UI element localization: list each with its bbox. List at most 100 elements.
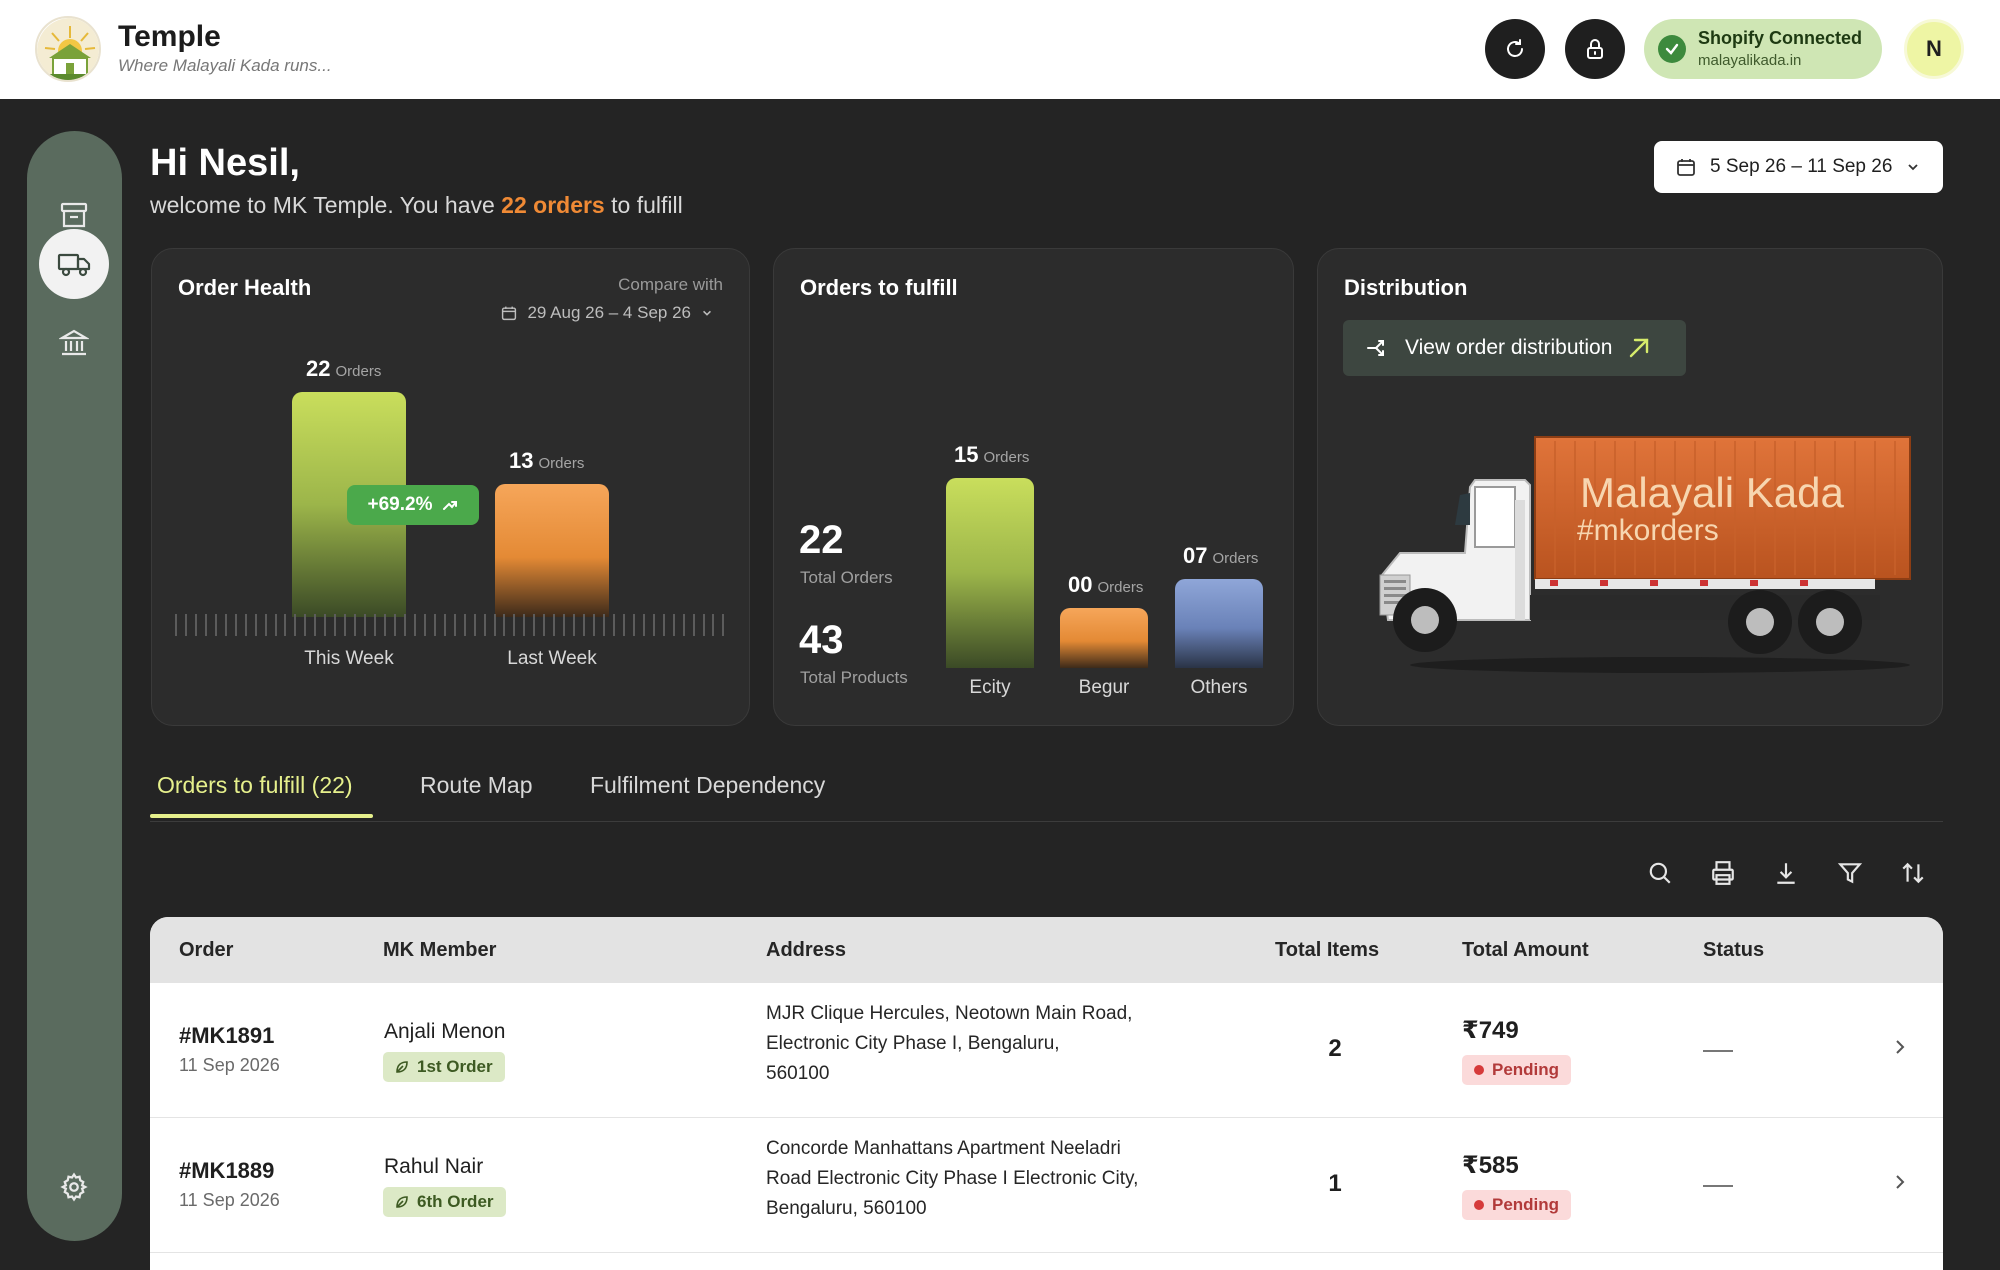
total-items: 2 [1328, 1035, 1342, 1062]
chart-tick [354, 614, 357, 636]
date-range-picker[interactable]: 5 Sep 26 – 11 Sep 26 [1654, 141, 1943, 193]
shopify-domain: malayalikada.in [1698, 52, 1802, 69]
column-header-total-items[interactable]: Total Items [1275, 939, 1380, 961]
chart-tick [184, 614, 187, 636]
chart-category-label: Begur [1078, 677, 1130, 698]
chart-tick [224, 614, 227, 636]
chart-tick [433, 614, 436, 636]
chart-tick [493, 614, 496, 636]
chevron-right-icon[interactable] [1890, 1037, 1910, 1057]
view-order-distribution-label: View order distribution [1405, 336, 1613, 359]
chart-tick [384, 614, 387, 636]
column-header-address[interactable]: Address [766, 939, 847, 961]
chart-value-unit: Orders [1212, 550, 1259, 568]
chart-tick [543, 614, 546, 636]
search-button[interactable] [1643, 856, 1677, 890]
shopify-status: Shopify Connected [1698, 28, 1863, 48]
table-row[interactable]: #MK1889 11 Sep 2026 Rahul Nair 6th Order… [150, 1118, 1943, 1253]
order-count-label: 6th Order [417, 1192, 494, 1211]
compare-date-picker[interactable]: 29 Aug 26 – 4 Sep 26 [501, 303, 713, 323]
view-order-distribution-button[interactable]: View order distribution [1343, 320, 1686, 376]
chart-tick [672, 614, 675, 636]
chart-tick [204, 614, 207, 636]
distribution-title: Distribution [1344, 275, 1468, 300]
greeting-prefix: welcome to MK Temple. You have [150, 192, 502, 218]
greeting-suffix: to fulfill [604, 192, 683, 218]
chart-tick [513, 614, 516, 636]
chart-tick [692, 614, 695, 636]
trend-up-icon [443, 501, 458, 510]
order-id[interactable]: #MK1891 [179, 1023, 275, 1048]
chart-tick [244, 614, 247, 636]
print-button[interactable] [1706, 856, 1740, 890]
chart-tick [364, 614, 367, 636]
chart-tick [533, 614, 536, 636]
chart-tick [563, 614, 566, 636]
truck-brand-text: Malayali Kada [1580, 469, 1844, 516]
column-header-status[interactable]: Status [1703, 939, 1765, 961]
shopify-connection-pill[interactable]: Shopify Connected malayalikada.in [1644, 19, 1882, 79]
column-header-member[interactable]: MK Member [383, 939, 497, 961]
tab-fulfilment-dependency[interactable]: Fulfilment Dependency [590, 772, 826, 798]
order-id[interactable]: #MK1889 [179, 1158, 275, 1183]
chart-tick [393, 614, 396, 636]
chart-tick [702, 614, 705, 636]
chevron-down-icon [1908, 164, 1919, 171]
tab-orders-to-fulfill[interactable]: Orders to fulfill (22) [157, 772, 353, 798]
chart-value-number: 00 [1068, 572, 1093, 597]
download-icon [1777, 863, 1795, 884]
chart-tick [632, 614, 635, 636]
chart-tick [612, 614, 615, 636]
user-avatar[interactable]: N [1904, 19, 1964, 79]
chevron-right-icon[interactable] [1890, 1172, 1910, 1192]
order-date: 11 Sep 2026 [179, 1190, 280, 1210]
chart-tick [573, 614, 576, 636]
brand-subtitle: Where Malayali Kada runs... [118, 56, 332, 75]
sidebar-item-settings[interactable] [39, 1152, 109, 1222]
greeting-message: welcome to MK Temple. You have 22 orders… [150, 192, 683, 219]
orders-table: Order MK Member Address Total Items Tota… [150, 917, 1943, 1270]
print-icon [1712, 861, 1734, 885]
chart-tick [453, 614, 456, 636]
delivery-truck-illustration: Malayali Kada #mkorders [1379, 436, 1911, 673]
status-empty-dash [1703, 1050, 1733, 1052]
tab-route-map[interactable]: Route Map [420, 772, 533, 798]
refresh-button[interactable] [1485, 19, 1545, 79]
chart-tick [304, 614, 307, 636]
temple-logo[interactable] [35, 16, 101, 82]
chart-tick [214, 614, 217, 636]
sidebar-item-delivery[interactable] [39, 229, 109, 299]
column-header-order[interactable]: Order [179, 939, 234, 961]
chart-category-label: Others [1190, 677, 1248, 698]
leaf-icon [396, 1061, 408, 1073]
chart-value-unit: Orders [538, 455, 585, 473]
top-bar: Temple Where Malayali Kada runs... Shopi… [0, 0, 2000, 99]
column-header-total-amount[interactable]: Total Amount [1462, 939, 1589, 961]
table-row[interactable]: #MK1891 11 Sep 2026 Anjali Menon 1st Ord… [150, 983, 1943, 1118]
address-line: MJR Clique Hercules, Neotown Main Road, [766, 1003, 1133, 1024]
truck-hashtag-text: #mkorders [1577, 514, 1719, 547]
chart-category-label: This Week [304, 648, 394, 669]
chart-tick [712, 614, 715, 636]
chart-tick [662, 614, 665, 636]
chart-value-label: 00 Orders [1068, 572, 1143, 598]
chart-tick [334, 614, 337, 636]
filter-button[interactable] [1833, 856, 1867, 890]
route-icon [1367, 340, 1384, 356]
sort-button[interactable] [1896, 856, 1930, 890]
sidebar-item-archive[interactable] [39, 180, 109, 250]
lock-button[interactable] [1565, 19, 1625, 79]
total-orders-label: Total Orders [800, 568, 893, 587]
chart-tick [503, 614, 506, 636]
order-count-badge: 6th Order [383, 1187, 506, 1217]
search-icon [1649, 862, 1671, 884]
download-button[interactable] [1769, 856, 1803, 890]
chart-tick [602, 614, 605, 636]
payment-status-badge: Pending [1462, 1190, 1572, 1220]
order-count-badge: 1st Order [383, 1052, 505, 1082]
calendar-icon [1677, 159, 1695, 176]
sidebar-item-finance[interactable] [39, 308, 109, 378]
chart-tick [583, 614, 586, 636]
check-icon [1658, 35, 1686, 63]
chart-tick [314, 614, 317, 636]
